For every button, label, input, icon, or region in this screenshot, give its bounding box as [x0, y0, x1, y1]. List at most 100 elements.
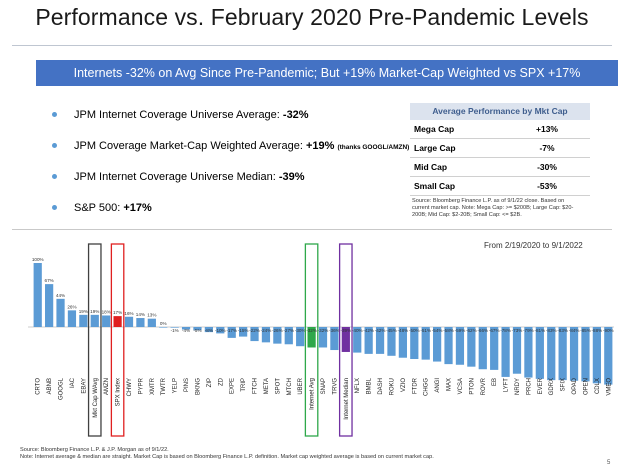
chart-bar — [353, 327, 362, 353]
bullet-value: -32% — [282, 109, 309, 121]
data-label: -26% — [272, 328, 283, 333]
data-label: 18% — [102, 309, 111, 314]
category-label: TRVG — [332, 378, 338, 395]
data-label: 19% — [79, 309, 88, 314]
data-label: -22% — [249, 328, 260, 333]
bullet-text: JPM Internet Coverage Universe Average: — [74, 109, 283, 121]
data-label: 26% — [67, 304, 76, 309]
chart-bar — [193, 327, 202, 331]
category-label: NRDY — [515, 378, 521, 395]
row-value: -30% — [537, 162, 557, 172]
chart-bar — [56, 298, 65, 327]
chart-bar — [45, 284, 54, 327]
chart-bar — [581, 327, 590, 382]
bullet-dot-icon — [52, 174, 57, 179]
highlight-box — [87, 243, 102, 437]
category-label: EVER — [538, 377, 544, 394]
category-label: MAX — [447, 378, 453, 391]
chart-bar — [273, 327, 282, 344]
category-label: FTDR — [412, 377, 418, 394]
page-number: 5 — [607, 460, 611, 466]
data-label: -30% — [295, 328, 306, 333]
category-label: SPX Index — [116, 378, 122, 406]
category-label: MTCH — [287, 378, 293, 395]
category-label: PRCH — [526, 378, 532, 395]
chart-bar — [33, 263, 42, 327]
table-row: Small Cap -53% — [410, 177, 590, 196]
category-label: EBAY — [81, 378, 87, 394]
category-label: VCSA — [458, 378, 464, 394]
chart-bar — [124, 316, 134, 327]
chart-bar — [204, 327, 213, 333]
category-label: META — [264, 378, 270, 394]
chart-bar — [501, 327, 510, 377]
data-label: -32% — [318, 328, 329, 333]
data-label: -78% — [500, 328, 511, 333]
category-label: ROKU — [389, 378, 395, 395]
bullet-dot-icon — [52, 143, 57, 148]
title-divider — [12, 45, 612, 46]
data-label: 44% — [56, 293, 65, 298]
category-label: UBER — [298, 377, 304, 394]
row-label: Small Cap — [414, 181, 456, 191]
data-label: -27% — [283, 328, 294, 333]
bullet-item: JPM Internet Coverage Universe Median: -… — [52, 170, 412, 201]
category-label: CDLX — [595, 378, 601, 394]
data-label: -58% — [443, 328, 454, 333]
category-label: CRTO — [36, 378, 42, 395]
chart-bar — [307, 327, 316, 348]
chart-bar — [102, 315, 111, 327]
category-label: AMZN — [104, 378, 110, 395]
row-label: Mid Cap — [414, 162, 448, 172]
data-label: -17% — [226, 328, 237, 333]
category-label: ZD — [218, 377, 224, 386]
table-row: Large Cap -7% — [410, 139, 590, 158]
category-label: NFLX — [355, 378, 361, 393]
bullet-dot-icon — [52, 205, 57, 210]
chart-bar — [159, 327, 168, 328]
chart-bar — [341, 327, 350, 352]
bullet-dot-icon — [52, 112, 57, 117]
category-label: SPOT — [275, 378, 281, 395]
data-label: -15% — [238, 328, 249, 333]
category-label: CHGG — [424, 378, 430, 396]
category-label: XMTR — [150, 377, 156, 395]
data-label: -51% — [420, 328, 431, 333]
footer-note: Note: Internet average & median are stra… — [20, 454, 434, 460]
data-label: 100% — [32, 257, 44, 262]
performance-table-note: Source: Bloomberg Finance L.P. as of 9/1… — [412, 198, 574, 218]
category-label: EB — [492, 378, 498, 386]
chart-bar — [512, 327, 522, 374]
data-label: -67% — [489, 328, 500, 333]
data-label: -1% — [171, 328, 179, 333]
table-row: Mid Cap -30% — [410, 158, 590, 177]
row-label: Large Cap — [414, 143, 456, 153]
category-label: Internet Avg — [310, 378, 316, 410]
chart-bar — [364, 327, 373, 354]
bullet-item: JPM Internet Coverage Universe Average: … — [52, 108, 412, 139]
chart-bar — [147, 318, 156, 327]
category-label: BMBL — [367, 377, 373, 394]
data-label: -88% — [592, 328, 603, 333]
chart-bar — [490, 327, 499, 370]
row-label: Mega Cap — [414, 124, 455, 134]
data-label: 17% — [113, 310, 122, 315]
bullet-text: JPM Coverage Market-Cap Weighted Average… — [74, 140, 306, 152]
data-label: -83% — [546, 328, 557, 333]
bullet-text: S&P 500: — [74, 202, 124, 214]
data-label: -83% — [557, 328, 568, 333]
data-label: -48% — [398, 328, 409, 333]
bullet-list: JPM Internet Coverage Universe Average: … — [52, 108, 412, 232]
data-label: -50% — [409, 328, 420, 333]
category-label: TWTR — [161, 377, 167, 395]
category-label: OPEN — [583, 378, 589, 395]
category-label: PINS — [184, 378, 190, 392]
page-title: Performance vs. February 2020 Pre-Pandem… — [35, 4, 589, 30]
footer-source: Source: Bloomberg Finance L.P. & J.P. Mo… — [20, 447, 169, 453]
data-label: -59% — [455, 328, 466, 333]
chart-bar — [467, 327, 476, 367]
chart-bar — [444, 327, 453, 365]
chart-bar — [410, 327, 419, 359]
performance-table: Average Performance by Mkt Cap Mega Cap … — [410, 103, 590, 219]
data-label: -79% — [523, 328, 534, 333]
